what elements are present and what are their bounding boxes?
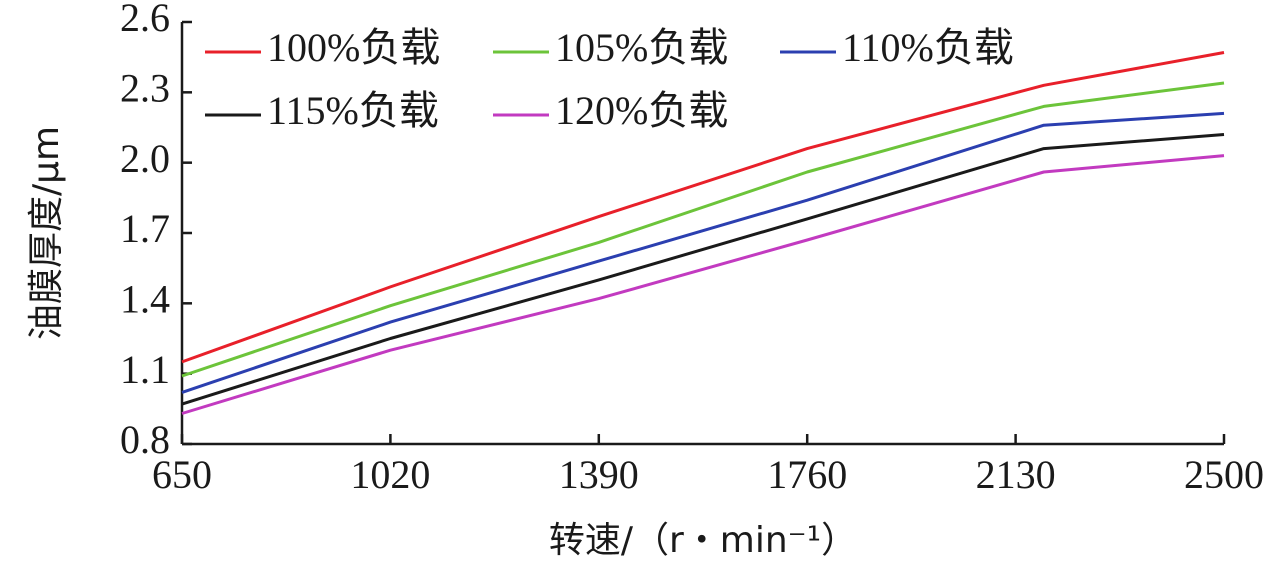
y-tick-label: 1.4 [120,277,170,322]
x-tick-label: 2500 [1184,452,1264,497]
y-tick-label: 0.8 [120,417,170,462]
x-tick-label: 650 [152,452,212,497]
series-line-2 [181,111,1225,394]
y-tick-label: 2.3 [120,66,170,111]
legend-item: 110%负载 [780,25,1014,70]
y-tick-label: 1.1 [120,347,170,392]
series-lines [181,51,1225,415]
x-tick-label: 1390 [559,452,639,497]
legend-item: 120%负载 [493,88,728,133]
y-ticks: 0.8 1.1 1.4 1.7 2.0 2.3 2.6 [120,0,192,462]
x-tick-label: 1760 [767,452,847,497]
x-axis-title: 转速/（r・min⁻¹） [549,520,857,561]
series-line-1 [181,81,1225,378]
legend-item: 105%负载 [493,25,728,70]
legend-label: 120%负载 [555,88,728,133]
y-tick-label: 2.6 [120,0,170,40]
legend-label: 110%负载 [842,25,1014,70]
legend-label: 105%负载 [555,25,728,70]
legend-item: 100%负载 [205,25,440,70]
series-line-4 [181,154,1225,415]
legend: 100%负载 105%负载 110%负载 115%负载 120%负载 [205,25,1014,133]
x-ticks: 650 1020 1390 1760 2130 2500 [152,434,1264,497]
y-tick-label: 1.7 [120,206,170,251]
series-line-0 [181,51,1225,364]
y-tick-label: 2.0 [120,136,170,181]
x-tick-label: 1020 [350,452,430,497]
legend-label: 100%负载 [267,25,440,70]
x-tick-label: 2130 [976,452,1056,497]
axes [180,22,1224,446]
series-line-3 [181,133,1225,406]
legend-item: 115%负载 [205,88,439,133]
y-axis-title: 油膜厚度/μm [26,126,67,340]
legend-label: 115%负载 [267,88,439,133]
